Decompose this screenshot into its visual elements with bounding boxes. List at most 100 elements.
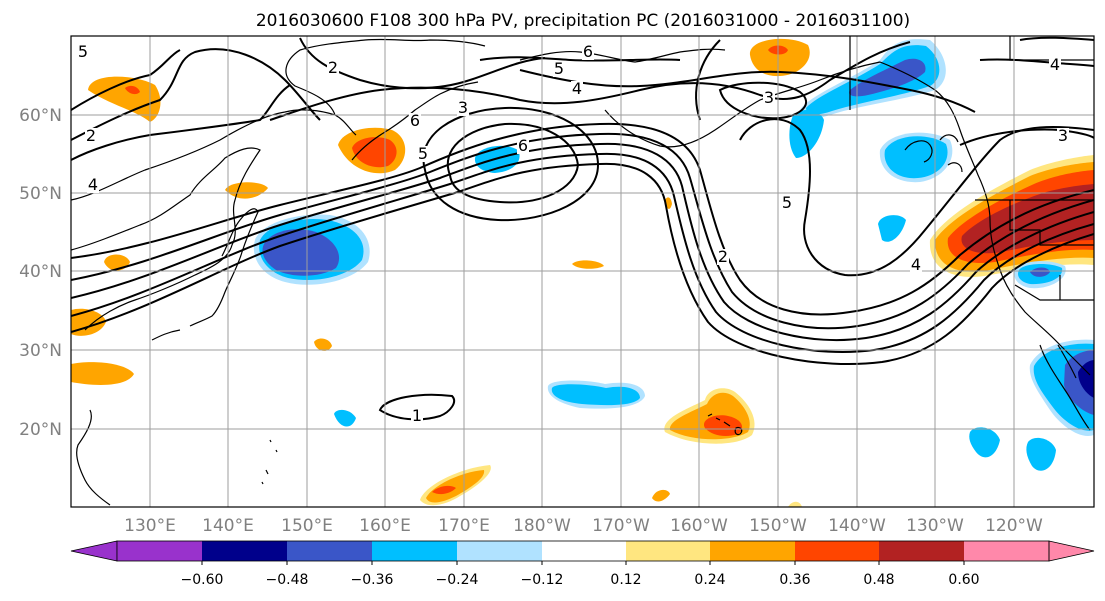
lon-label-130w: 130°W xyxy=(906,516,964,536)
svg-text:1: 1 xyxy=(412,406,422,425)
pv-label: 5 xyxy=(77,42,89,61)
pv-label: 3 xyxy=(763,88,775,107)
pv-contour-jet-3 xyxy=(71,142,1094,342)
lon-label-180w: 180°W xyxy=(513,516,571,536)
lat-label-40n: 40°N xyxy=(19,262,62,282)
pv-label: 3 xyxy=(1057,126,1069,145)
coastline-bc-islands xyxy=(904,134,963,173)
lat-label-30n: 30°N xyxy=(19,341,62,361)
pv-label: 4 xyxy=(571,79,583,98)
pv-contour-labels: 5 2 6 5 4 3 6 5 2 4 3 4 3 4 5 2 1 6 xyxy=(77,42,1069,425)
colorbar-segment xyxy=(117,541,202,561)
precip-area-kuril-small xyxy=(225,182,268,199)
precip-area-tiny-1 xyxy=(572,260,604,269)
pv-contour-north-3 xyxy=(269,41,911,121)
colorbar-segment xyxy=(795,541,879,561)
pv-contour-jet-5 xyxy=(71,162,1094,365)
svg-text:6: 6 xyxy=(583,42,593,61)
precip-area-okinawa xyxy=(71,362,134,385)
precip-area-alaska-peninsula xyxy=(749,38,810,77)
graticule xyxy=(71,36,1094,507)
colorbar-segment xyxy=(202,541,287,561)
lon-label-130e: 130°E xyxy=(124,516,176,536)
pv-contours xyxy=(71,36,1094,421)
precip-negative-anomalies xyxy=(253,39,1094,471)
colorbar-tick-label: −0.36 xyxy=(351,572,394,588)
colorbar-tick-label: −0.12 xyxy=(521,572,564,588)
colorbar-segment xyxy=(542,541,626,561)
lat-label-20n: 20°N xyxy=(19,420,62,440)
svg-text:4: 4 xyxy=(1050,55,1060,74)
colorbar-segment xyxy=(626,541,710,561)
pv-contour-ne-closed xyxy=(1019,36,1094,41)
pv-contour-ridge xyxy=(739,118,1094,277)
coastline-baja xyxy=(1039,344,1091,431)
precip-area-pacific-small xyxy=(314,338,332,351)
lat-label-60n: 60°N xyxy=(19,106,62,126)
svg-text:6: 6 xyxy=(410,111,420,130)
pv-label: 4 xyxy=(1049,55,1061,74)
svg-text:2: 2 xyxy=(328,58,338,77)
pv-contour-ring xyxy=(718,81,808,120)
border-us-canada xyxy=(849,36,1094,301)
pv-label: 5 xyxy=(553,59,565,78)
longitude-labels: 130°E 140°E 150°E 160°E 170°E 180°W 170°… xyxy=(124,516,1043,536)
pv-label: 2 xyxy=(717,247,729,266)
pv-contour-ne-4 xyxy=(979,58,1094,67)
svg-text:6: 6 xyxy=(518,136,528,155)
lon-label-160e: 160°E xyxy=(359,516,411,536)
islands-micronesia xyxy=(76,409,278,506)
svg-text:5: 5 xyxy=(78,42,88,61)
pv-label: 6 xyxy=(517,136,529,155)
svg-text:5: 5 xyxy=(782,193,792,212)
figure-title: 2016030600 F108 300 hPa PV, precipitatio… xyxy=(256,11,910,31)
colorbar-tick-label: 0.60 xyxy=(948,572,979,588)
precip-area-small-1 xyxy=(334,409,356,427)
pv-label: 4 xyxy=(87,175,99,194)
lon-label-170w: 170°W xyxy=(592,516,650,536)
islands-hawaii xyxy=(707,413,743,436)
svg-text:4: 4 xyxy=(88,175,98,194)
map-frame xyxy=(70,35,1095,508)
precip-area-small-south-1 xyxy=(969,427,1000,458)
svg-text:3: 3 xyxy=(458,98,468,117)
pv-label: 6 xyxy=(409,111,421,130)
colorbar-segment xyxy=(710,541,795,561)
pv-label: 6 xyxy=(582,42,594,61)
pv-contour-low-5 xyxy=(422,106,600,222)
pv-contour-west-4 xyxy=(71,84,291,161)
colorbar-frame xyxy=(116,540,1050,562)
lon-label-140w: 140°W xyxy=(828,516,886,536)
precip-area-small-2 xyxy=(878,215,906,242)
colorbar-tick-label: −0.60 xyxy=(181,572,224,588)
svg-text:4: 4 xyxy=(572,79,582,98)
colorbar-tick-label: 0.12 xyxy=(610,572,641,588)
pv-contour-jet-4 xyxy=(71,152,1094,353)
precip-area-small-south-2 xyxy=(1026,437,1056,471)
svg-text:5: 5 xyxy=(418,144,428,163)
lon-label-150w: 150°W xyxy=(749,516,807,536)
precip-area-tiny-4 xyxy=(788,501,802,507)
pv-contour-west-3 xyxy=(71,48,321,141)
lon-label-160w: 160°W xyxy=(670,516,728,536)
pv-label: 1 xyxy=(411,406,423,425)
precip-area-gulf-west xyxy=(789,109,824,158)
colorbar-ticks xyxy=(201,561,965,565)
pv-label: 4 xyxy=(910,255,922,274)
latitude-labels: 60°N 50°N 40°N 30°N 20°N xyxy=(19,106,62,440)
colorbar-segment xyxy=(287,541,372,561)
lon-label-170e: 170°E xyxy=(438,516,490,536)
svg-text:4: 4 xyxy=(911,255,921,274)
pv-label: 5 xyxy=(781,193,793,212)
colorbar-tick-label: 0.48 xyxy=(863,572,894,588)
colorbar-segment xyxy=(372,541,457,561)
pv-contour-low-6 xyxy=(446,122,580,204)
svg-text:3: 3 xyxy=(1058,126,1068,145)
precip-area-far-east xyxy=(88,76,161,122)
colorbar-tick-label: 0.36 xyxy=(779,572,810,588)
svg-text:5: 5 xyxy=(554,59,564,78)
pv-contour-north-5 xyxy=(479,56,681,62)
pv-label: 2 xyxy=(327,58,339,77)
lon-label-150e: 150°E xyxy=(281,516,333,536)
